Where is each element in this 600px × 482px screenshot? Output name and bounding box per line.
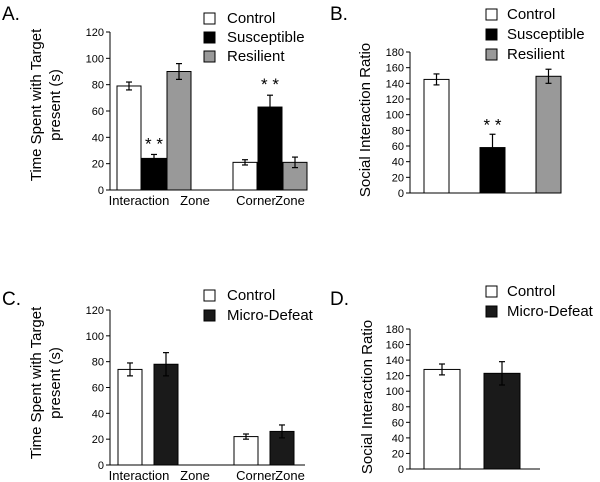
y-tick-label: 60: [392, 141, 404, 153]
legend-label: Micro-Defeat: [507, 303, 594, 320]
x-axis-label-word: Interaction: [109, 468, 170, 482]
legend-label: Susceptible: [227, 29, 305, 46]
x-axis-label-word: Zone: [180, 468, 210, 482]
panel-label: D.: [330, 289, 349, 310]
y-tick-label: 120: [86, 27, 104, 39]
panel-label: A.: [2, 4, 20, 25]
legend: Control Micro-Defeat: [203, 287, 314, 324]
y-tick-label: 180: [386, 47, 404, 59]
y-tick-label: 180: [386, 324, 404, 336]
bar-control: [117, 368, 143, 466]
x-axis-label-word: Corner: [236, 468, 276, 482]
legend-label: Control: [227, 287, 275, 304]
legend: Control Micro-Defeat: [485, 283, 594, 320]
bar-control: [232, 161, 258, 191]
y-tick-label: 100: [86, 331, 104, 343]
legend-swatch: [203, 289, 216, 302]
y-tick-label: 40: [392, 157, 404, 169]
y-tick-label: 80: [92, 80, 104, 92]
bar-resilient: [535, 75, 562, 194]
y-axis-label-line: Time Spent with Target: [28, 306, 45, 459]
y-tick-label: 20: [92, 434, 104, 446]
bar-control: [233, 436, 259, 466]
panel-label: C.: [2, 289, 21, 310]
x-axis-label-word: Zone: [275, 468, 305, 482]
bar-control: [423, 368, 461, 470]
y-tick-label: 40: [92, 132, 104, 144]
y-tick-label: 60: [92, 383, 104, 395]
y-tick-label: 100: [386, 110, 404, 122]
y-tick-label: 160: [386, 340, 404, 352]
y-axis-label-line: present (s): [47, 69, 64, 141]
y-tick-label: 160: [386, 63, 404, 75]
legend-swatch: [485, 8, 498, 21]
legend-label: Control: [227, 10, 275, 27]
y-tick-label: 120: [86, 305, 104, 317]
legend-swatch: [485, 285, 498, 298]
y-tick-label: 20: [392, 448, 404, 460]
y-tick-label: 60: [92, 106, 104, 118]
legend-swatch: [203, 309, 216, 322]
y-tick-label: 100: [86, 53, 104, 65]
y-tick-label: 20: [92, 159, 104, 171]
legend-label: Susceptible: [507, 26, 585, 43]
y-axis-label: Time Spent with Target present (s): [28, 28, 64, 181]
legend-swatch: [485, 305, 498, 318]
legend-label: Resilient: [227, 48, 285, 65]
y-tick-label: 20: [392, 172, 404, 184]
legend-label: Control: [507, 283, 555, 300]
y-tick-label: 0: [398, 464, 404, 476]
panel-2: B. Social Interaction Ratio 0 20 40 60 80 100 12…: [330, 4, 585, 200]
x-axis-label-word: Corner: [236, 193, 276, 208]
legend: Control Susceptible Resilient: [203, 10, 305, 65]
y-tick-label: 140: [386, 78, 404, 90]
y-axis-label-line: Time Spent with Target: [28, 28, 45, 181]
x-axis-label-word: Zone: [275, 193, 305, 208]
y-tick-label: 0: [98, 185, 104, 197]
y-tick-label: 0: [98, 460, 104, 472]
panel-label: B.: [330, 4, 348, 25]
y-axis-label-line: Social Interaction Ratio: [359, 320, 376, 474]
significance-marker: * *: [261, 75, 279, 94]
y-tick-label: 40: [392, 433, 404, 445]
panel-1: A. Time Spent with Target present (s) 0 20 40…: [2, 4, 308, 208]
y-tick-label: 80: [392, 125, 404, 137]
y-axis-label-line: present (s): [47, 347, 64, 419]
y-tick-label: 140: [386, 355, 404, 367]
bar-micro-defeat: [153, 363, 179, 466]
bar-control: [423, 78, 450, 194]
bar-resilient: [166, 71, 192, 191]
y-tick-label: 120: [386, 94, 404, 106]
legend-label: Resilient: [507, 46, 565, 63]
bar-control: [116, 85, 142, 191]
y-tick-label: 0: [398, 188, 404, 200]
y-tick-label: 80: [392, 402, 404, 414]
bar-micro-defeat: [483, 372, 521, 470]
x-axis-label-word: Interaction: [109, 193, 170, 208]
legend-swatch: [485, 28, 498, 41]
y-tick-label: 120: [386, 371, 404, 383]
legend-swatch: [485, 48, 498, 61]
legend-swatch: [203, 31, 216, 44]
x-axis-label-word: Zone: [180, 193, 210, 208]
y-tick-label: 60: [392, 417, 404, 429]
y-axis-label-line: Social Interaction Ratio: [357, 43, 374, 197]
legend-label: Control: [507, 6, 555, 23]
y-tick-label: 100: [386, 386, 404, 398]
y-axis-label: Social Interaction Ratio: [357, 43, 374, 197]
bar-susceptible: [141, 157, 167, 191]
y-tick-label: 80: [92, 357, 104, 369]
y-axis-label: Time Spent with Target present (s): [28, 306, 64, 459]
significance-marker: * *: [145, 134, 163, 153]
y-axis-label: Social Interaction Ratio: [359, 320, 376, 474]
panel-4: D. Social Interaction Ratio 0 20 40 60 80 100 12…: [330, 283, 594, 476]
legend-swatch: [203, 50, 216, 63]
legend: Control Susceptible Resilient: [485, 6, 585, 63]
panel-3: C. Time Spent with Target present (s) 0 20 40…: [2, 287, 314, 482]
legend-label: Micro-Defeat: [227, 307, 314, 324]
legend-swatch: [203, 12, 216, 25]
significance-marker: * *: [484, 115, 502, 134]
y-tick-label: 40: [92, 408, 104, 420]
